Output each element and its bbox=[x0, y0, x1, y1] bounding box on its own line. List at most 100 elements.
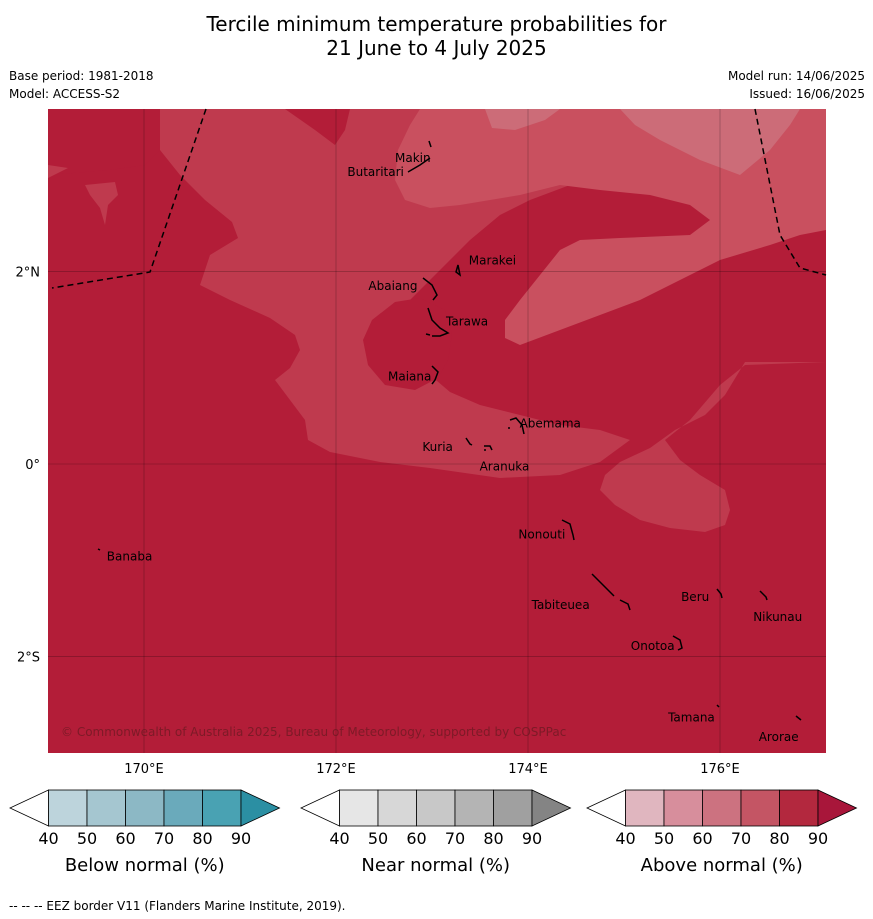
island-label-nikunau: Nikunau bbox=[753, 610, 802, 624]
model-name: Model: ACCESS-S2 bbox=[9, 87, 121, 101]
meta-right: Model run: 14/06/2025 Issued: 16/06/2025 bbox=[728, 67, 865, 103]
island-label-onotoa: Onotoa bbox=[631, 639, 675, 653]
colorbar-1-segment-4 bbox=[454, 789, 494, 827]
island-shape-makin bbox=[428, 140, 432, 148]
colorbar-2-tick-3: 70 bbox=[731, 829, 751, 848]
colorbar-2-segment-4 bbox=[740, 789, 780, 827]
island-label-aranuka: Aranuka bbox=[480, 460, 530, 474]
island-shape-aranuka bbox=[484, 445, 493, 451]
colorbar-2-low-extend bbox=[586, 789, 626, 827]
colorbar-0-tick-2: 60 bbox=[115, 829, 135, 848]
colorbar-0-segment-5 bbox=[202, 789, 242, 827]
islands-shapes bbox=[97, 140, 802, 721]
probability-band-80-nw bbox=[48, 109, 160, 175]
gridlines bbox=[48, 109, 826, 753]
colorbar-0-segment-1 bbox=[48, 789, 88, 827]
island-label-abaiang: Abaiang bbox=[368, 279, 417, 293]
probability-band-70 bbox=[160, 109, 826, 532]
island-label-tarawa: Tarawa bbox=[445, 315, 488, 329]
colorbar-0-title: Below normal (%) bbox=[65, 855, 225, 876]
colorbars: 40 50 60 70 80 90 Below normal (%) 40 50 60 70 80 90… bbox=[9, 789, 858, 876]
island-label-makin: Makin bbox=[395, 151, 431, 165]
model-run: Model run: 14/06/2025 bbox=[727, 69, 865, 83]
lat-label-1: 0° bbox=[25, 458, 40, 473]
lon-label-0: 170°E bbox=[124, 762, 164, 777]
colorbar-0-high-extend bbox=[240, 789, 281, 827]
colorbar-1-tick-1: 50 bbox=[368, 829, 388, 848]
colorbar-1-segment-1 bbox=[339, 789, 379, 827]
island-label-nonouti: Nonouti bbox=[518, 528, 565, 542]
colorbar-2-tick-1: 50 bbox=[654, 829, 674, 848]
colorbar-0-tick-3: 70 bbox=[154, 829, 174, 848]
island-label-butaritari: Butaritari bbox=[347, 165, 404, 179]
island-shape-abemama bbox=[508, 417, 525, 435]
colorbar-1-high-extend bbox=[531, 789, 572, 827]
island-shape-nonouti bbox=[561, 519, 575, 541]
island-shape-beru bbox=[716, 588, 723, 599]
copyright-notice: © Commonwealth of Australia 2025, Bureau… bbox=[61, 725, 566, 739]
meta-left: Base period: 1981-2018 Model: ACCESS-S2 bbox=[9, 67, 154, 103]
eez-border-east bbox=[754, 108, 827, 276]
probability-band-70-west bbox=[48, 165, 118, 225]
colorbar-2-tick-5: 90 bbox=[808, 829, 828, 848]
colorbar-1-tick-2: 60 bbox=[406, 829, 426, 848]
island-label-tamana: Tamana bbox=[667, 711, 715, 725]
colorbar-2: 40 50 60 70 80 90 Above normal (%) bbox=[586, 789, 858, 876]
map-title: Tercile minimum temperature probabilitie… bbox=[0, 12, 873, 60]
island-label-arorae: Arorae bbox=[759, 730, 799, 744]
lat-label-2: 2°S bbox=[17, 650, 40, 665]
lon-label-1: 172°E bbox=[316, 762, 356, 777]
colorbar-1: 40 50 60 70 80 90 Near normal (%) bbox=[300, 789, 572, 876]
island-label-marakei: Marakei bbox=[469, 254, 516, 268]
colorbar-1-tick-3: 70 bbox=[445, 829, 465, 848]
colorbar-0-segment-3 bbox=[125, 789, 165, 827]
probability-band-50 bbox=[485, 109, 800, 175]
colorbar-0-tick-5: 90 bbox=[231, 829, 251, 848]
island-shape-kuria bbox=[465, 437, 473, 446]
colorbar-0: 40 50 60 70 80 90 Below normal (%) bbox=[9, 789, 281, 876]
colorbar-2-segment-5 bbox=[779, 789, 819, 827]
colorbar-2-title: Above normal (%) bbox=[641, 855, 803, 876]
island-label-banaba: Banaba bbox=[107, 550, 153, 564]
island-label-maiana: Maiana bbox=[388, 370, 431, 384]
eez-border bbox=[51, 108, 827, 289]
eez-footnote: -- -- -- EEZ border V11 (Flanders Marine… bbox=[9, 899, 346, 913]
colorbar-0-tick-1: 50 bbox=[77, 829, 97, 848]
island-shape-tarawa bbox=[425, 307, 450, 337]
colorbar-0-low-extend bbox=[9, 789, 49, 827]
colorbar-1-tick-0: 40 bbox=[329, 829, 349, 848]
base-period: Base period: 1981-2018 bbox=[9, 69, 154, 83]
island-label-abemama: Abemama bbox=[520, 417, 581, 431]
colorbar-0-segment-4 bbox=[163, 789, 203, 827]
island-shape-nikunau bbox=[759, 590, 768, 601]
colorbar-2-segment-3 bbox=[702, 789, 742, 827]
island-shape-marakei bbox=[455, 264, 462, 277]
probability-band-60 bbox=[395, 109, 826, 345]
colorbar-2-segment-2 bbox=[663, 789, 703, 827]
colorbar-2-tick-0: 40 bbox=[615, 829, 635, 848]
colorbar-1-segment-3 bbox=[416, 789, 456, 827]
colorbar-0-segment-2 bbox=[86, 789, 126, 827]
island-label-kuria: Kuria bbox=[422, 440, 453, 454]
colorbar-1-segment-2 bbox=[377, 789, 417, 827]
colorbar-2-high-extend bbox=[817, 789, 858, 827]
colorbar-1-segment-5 bbox=[493, 789, 533, 827]
colorbar-0-tick-4: 80 bbox=[192, 829, 212, 848]
island-shape-abaiang bbox=[422, 277, 438, 301]
island-shape-banaba bbox=[97, 548, 101, 551]
island-shape-tamana bbox=[716, 704, 720, 708]
island-shape-maiana bbox=[431, 365, 439, 385]
longitude-labels: 170°E 172°E 174°E 176°E bbox=[124, 762, 740, 777]
colorbar-0-tick-0: 40 bbox=[38, 829, 58, 848]
colorbar-1-tick-5: 90 bbox=[522, 829, 542, 848]
colorbar-2-tick-4: 80 bbox=[769, 829, 789, 848]
colorbar-1-tick-4: 80 bbox=[483, 829, 503, 848]
title-line-2: 21 June to 4 July 2025 bbox=[326, 36, 547, 60]
island-shape-tabiteuea bbox=[591, 573, 631, 611]
probability-band-80-north bbox=[285, 109, 350, 145]
island-label-tabiteuea: Tabiteuea bbox=[531, 598, 590, 612]
colorbar-1-title: Near normal (%) bbox=[361, 855, 510, 876]
